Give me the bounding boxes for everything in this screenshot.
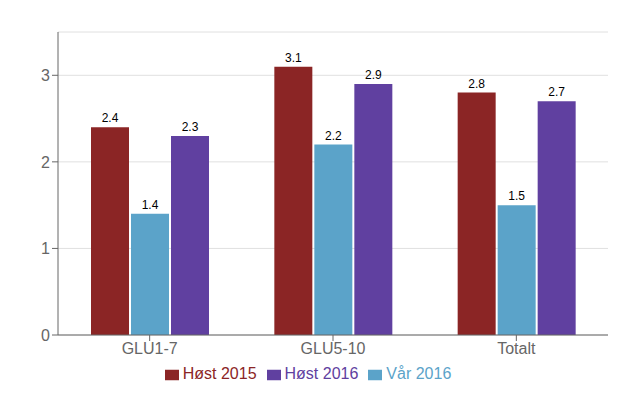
svg-text:2.7: 2.7 (548, 85, 565, 99)
svg-text:2.8: 2.8 (468, 77, 485, 91)
svg-text:1.5: 1.5 (508, 189, 525, 203)
svg-text:GLU1-7: GLU1-7 (122, 340, 178, 357)
svg-text:2.4: 2.4 (102, 111, 119, 125)
svg-text:2.9: 2.9 (365, 68, 382, 82)
svg-text:0: 0 (41, 327, 50, 344)
svg-text:1.4: 1.4 (142, 198, 159, 212)
svg-text:Totalt: Totalt (497, 340, 536, 357)
svg-text:1: 1 (41, 240, 50, 257)
svg-text:2.3: 2.3 (182, 120, 199, 134)
html-text:Høst 2016: Høst 2016 (284, 365, 359, 382)
svg-text:3.1: 3.1 (285, 51, 302, 65)
svg-text:2: 2 (41, 154, 50, 171)
html-text:Høst 2015: Høst 2015 (182, 365, 257, 382)
svg-text:GLU5-10: GLU5-10 (301, 340, 366, 357)
html-text:Vår 2016: Vår 2016 (386, 365, 452, 382)
svg-text:3: 3 (41, 67, 50, 84)
svg-text:2.2: 2.2 (325, 129, 342, 143)
